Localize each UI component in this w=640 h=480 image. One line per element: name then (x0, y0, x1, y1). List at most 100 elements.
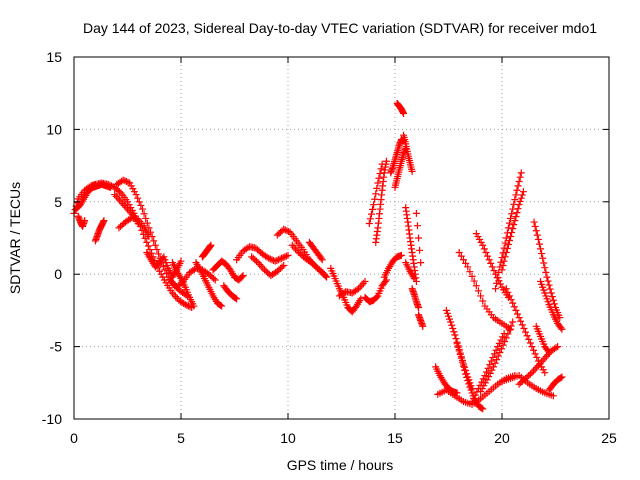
data-point (210, 275, 218, 283)
series-arc-mid-2 (248, 253, 288, 280)
series-arc-end-13 (515, 343, 562, 388)
data-point (511, 217, 519, 225)
data-point (271, 257, 279, 265)
data-point (119, 176, 127, 184)
data-point (541, 264, 549, 272)
data-point (232, 294, 240, 302)
data-point (361, 277, 369, 285)
series-arc-end-14 (530, 218, 564, 322)
data-point (541, 369, 549, 377)
data-point (122, 178, 130, 186)
chart-title: Day 144 of 2023, Sidereal Day-to-day VTE… (83, 20, 597, 36)
data-point (478, 378, 486, 386)
data-point (417, 259, 425, 267)
data-point (449, 325, 457, 332)
data-point (464, 377, 472, 385)
data-point (515, 314, 523, 322)
data-point (486, 369, 494, 377)
data-point (516, 173, 524, 181)
data-point (491, 359, 499, 367)
data-point (474, 287, 482, 295)
data-point (513, 186, 521, 194)
data-point (485, 256, 493, 264)
data-point (466, 268, 474, 276)
data-point (535, 240, 543, 248)
data-point (455, 248, 463, 256)
data-point (487, 357, 495, 365)
data-point (141, 234, 149, 242)
data-point (462, 370, 470, 378)
data-point (381, 277, 389, 285)
data-point (319, 269, 327, 277)
data-point (514, 310, 522, 318)
data-point (150, 237, 158, 245)
data-point (519, 188, 527, 196)
data-point (367, 210, 375, 218)
series-arc-late-10 (380, 251, 405, 281)
y-tick-label: -10 (42, 411, 62, 427)
data-point (505, 292, 513, 300)
data-point (507, 214, 515, 222)
tick-labels: 0 5 10 15 20 25 -10 -5 0 5 10 15 (42, 49, 617, 446)
data-point (375, 174, 383, 182)
data-point (496, 280, 504, 288)
data-point (279, 254, 287, 262)
series-arc-drop-3 (115, 214, 153, 241)
data-point (238, 273, 246, 281)
series-arc-end-10 (498, 188, 527, 274)
data-point (510, 303, 518, 311)
series-arc-mid-5 (305, 238, 326, 264)
data-point (177, 257, 185, 265)
x-tick-label: 25 (601, 430, 617, 446)
series-arc-end-4 (432, 363, 461, 397)
data-point (190, 302, 198, 310)
data-point (548, 293, 556, 301)
data-point (479, 405, 487, 413)
data-point (504, 288, 512, 296)
data-point (282, 252, 290, 260)
data-point (454, 343, 462, 351)
data-point (489, 353, 497, 361)
series-arc-end-5 (455, 248, 515, 333)
data-point (137, 201, 145, 209)
data-point (540, 259, 548, 267)
data-point (81, 217, 89, 225)
data-point (318, 256, 326, 264)
data-point (517, 169, 525, 177)
data-point (534, 235, 542, 243)
data-point (239, 272, 247, 280)
data-point (400, 109, 408, 117)
data-point (557, 374, 565, 382)
data-point (138, 205, 146, 213)
data-point (484, 364, 492, 372)
data-point (280, 262, 288, 270)
data-point (532, 227, 540, 235)
data-point (518, 321, 526, 329)
grid (74, 57, 609, 419)
data-point (497, 336, 505, 344)
series-arc-trough-5 (209, 257, 247, 284)
data-point (464, 263, 472, 271)
data-point (124, 178, 132, 186)
series-arc-trough-2 (168, 259, 198, 310)
data-point (520, 325, 528, 332)
y-tick-label: 15 (46, 49, 62, 65)
data-point (494, 343, 502, 351)
data-point (382, 157, 390, 165)
data-point (543, 273, 551, 281)
data-point (558, 325, 566, 333)
data-point (538, 250, 546, 258)
data-point (528, 343, 536, 351)
data-point (509, 299, 517, 307)
data-point (458, 358, 466, 366)
data-point (533, 231, 541, 239)
data-point (507, 296, 515, 304)
data-point (491, 350, 499, 358)
data-point (161, 266, 169, 274)
data-point (495, 339, 503, 347)
data-point (496, 348, 504, 356)
data-point (531, 222, 539, 230)
data-point (512, 306, 520, 314)
data-point (465, 380, 473, 388)
